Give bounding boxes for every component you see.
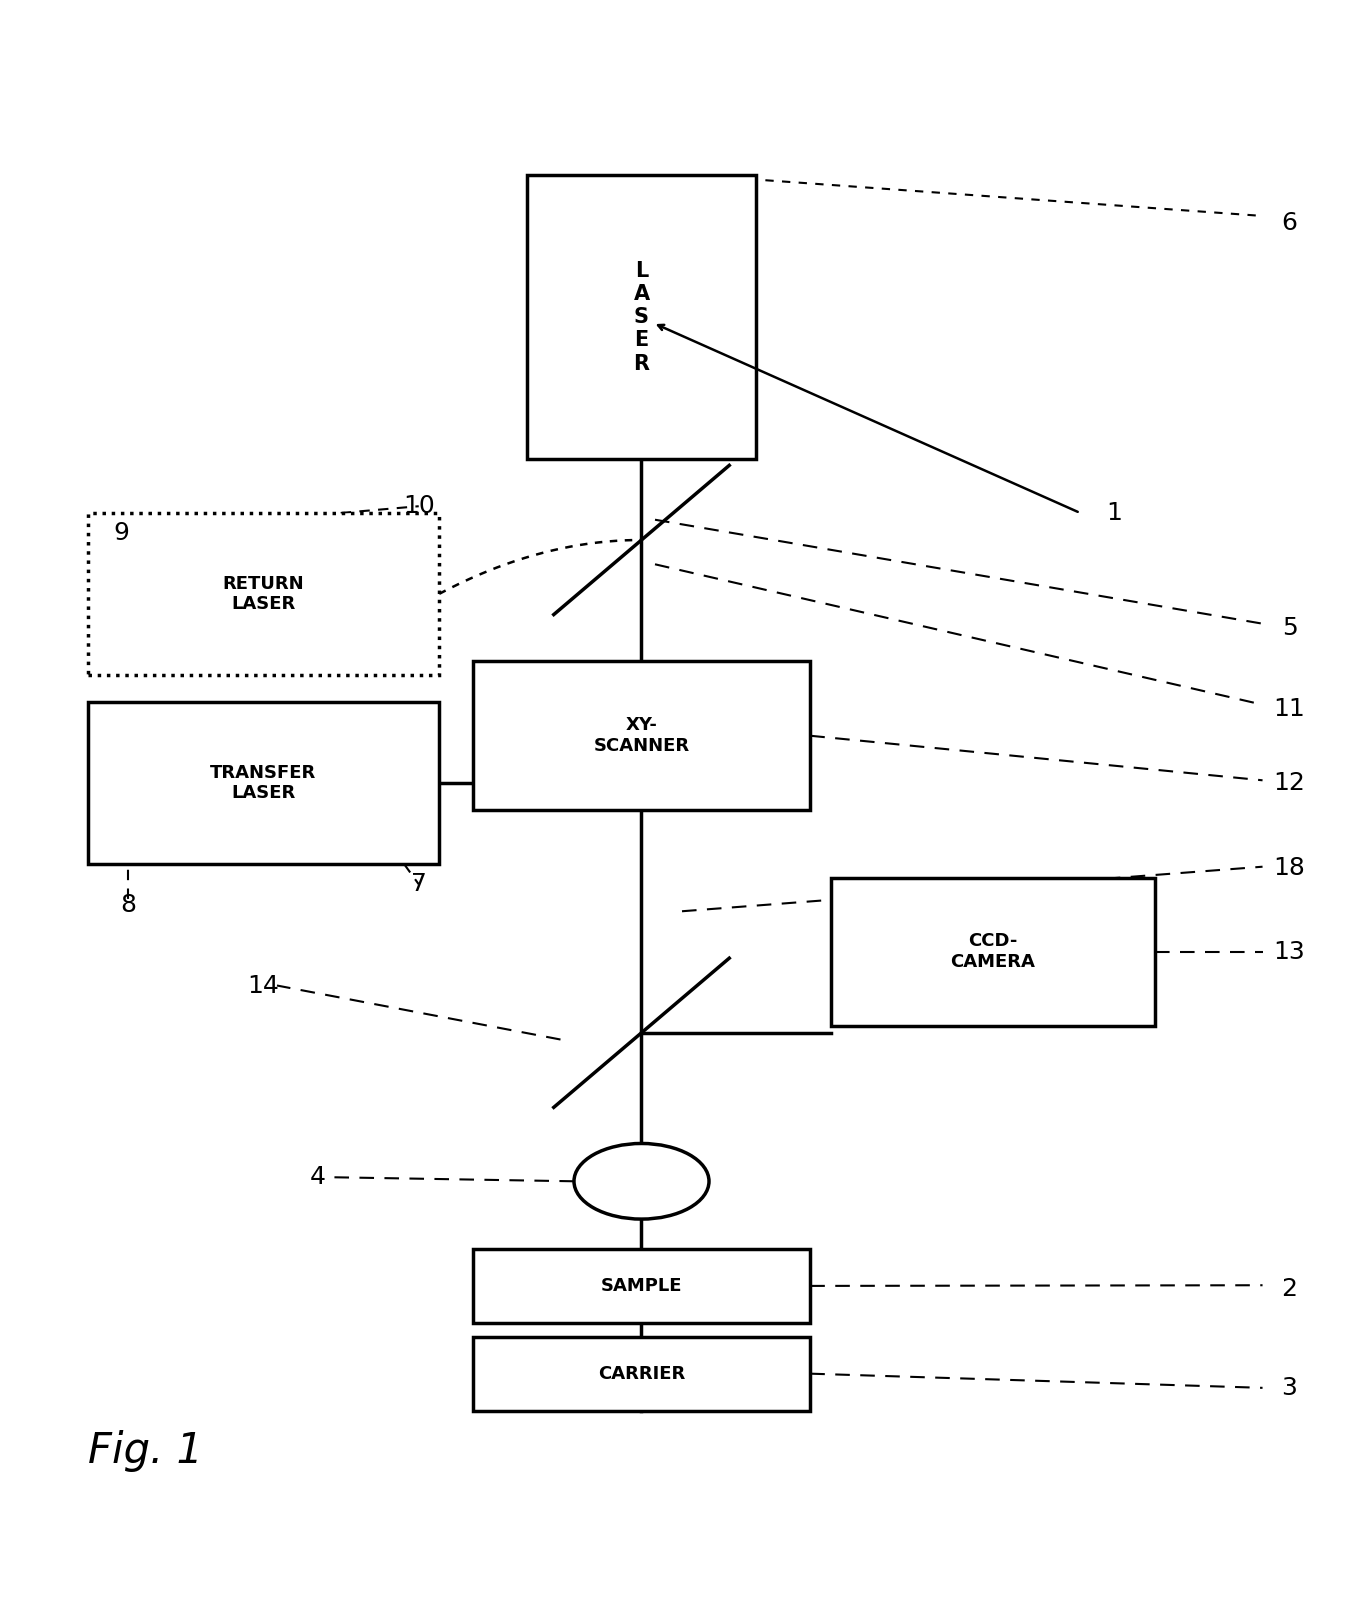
Text: 14: 14 xyxy=(247,974,280,998)
Text: Fig. 1: Fig. 1 xyxy=(87,1430,203,1473)
Text: RETURN
LASER: RETURN LASER xyxy=(222,575,304,614)
Text: CCD-
CAMERA: CCD- CAMERA xyxy=(951,933,1035,970)
Text: 12: 12 xyxy=(1274,771,1305,795)
FancyBboxPatch shape xyxy=(87,514,439,676)
FancyBboxPatch shape xyxy=(527,175,756,458)
FancyBboxPatch shape xyxy=(473,1336,810,1411)
FancyBboxPatch shape xyxy=(831,878,1154,1025)
Text: 2: 2 xyxy=(1282,1277,1297,1301)
Text: 10: 10 xyxy=(402,494,435,518)
Ellipse shape xyxy=(574,1144,709,1220)
Text: XY-
SCANNER: XY- SCANNER xyxy=(593,716,690,755)
Text: 7: 7 xyxy=(411,872,427,896)
Text: L
A
S
E
R: L A S E R xyxy=(633,261,649,374)
Text: SAMPLE: SAMPLE xyxy=(600,1277,682,1294)
Text: 5: 5 xyxy=(1282,616,1297,640)
Text: 13: 13 xyxy=(1274,940,1305,964)
Text: 18: 18 xyxy=(1274,855,1305,880)
Text: TRANSFER
LASER: TRANSFER LASER xyxy=(210,763,316,802)
Text: 11: 11 xyxy=(1274,697,1305,721)
Text: CARRIER: CARRIER xyxy=(597,1364,685,1383)
FancyBboxPatch shape xyxy=(473,661,810,810)
Text: 4: 4 xyxy=(310,1165,326,1189)
FancyBboxPatch shape xyxy=(473,1249,810,1324)
Text: 6: 6 xyxy=(1282,211,1297,235)
Text: 3: 3 xyxy=(1282,1375,1297,1400)
FancyBboxPatch shape xyxy=(87,701,439,863)
Text: 1: 1 xyxy=(1106,501,1123,525)
Text: 8: 8 xyxy=(120,893,136,917)
Text: 9: 9 xyxy=(113,522,130,546)
